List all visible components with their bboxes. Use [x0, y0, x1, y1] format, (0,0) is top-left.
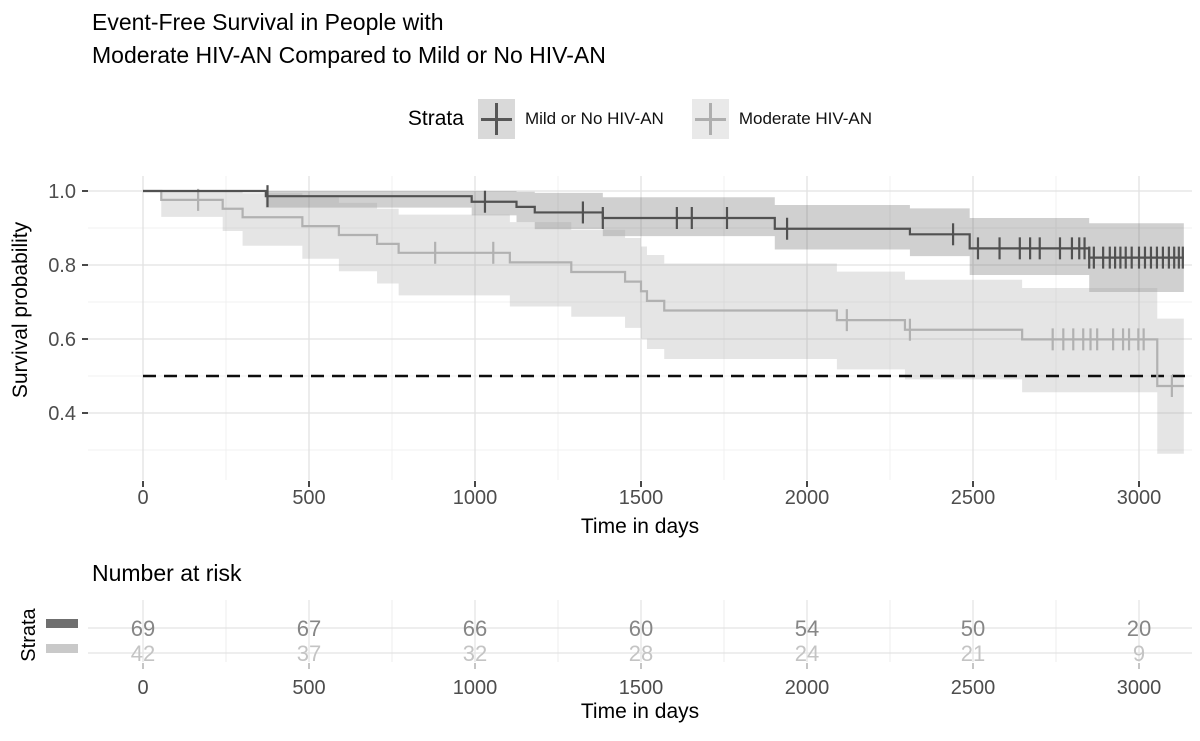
risk-strata-swatch [46, 619, 78, 628]
x-tick-label: 0 [137, 487, 148, 509]
legend-key-cross-icon [477, 99, 515, 139]
y-tick-label: 0.6 [48, 329, 76, 351]
x-tick-label: 2500 [951, 487, 996, 509]
confidence-band [143, 191, 1184, 454]
chart-title-line2: Moderate HIV-AN Compared to Mild or No H… [92, 42, 606, 68]
risk-count: 69 [131, 616, 155, 641]
risk-count: 24 [795, 641, 819, 666]
risk-x-tick-label: 500 [292, 677, 325, 699]
legend-item-moderate: Moderate HIV-AN [738, 109, 873, 128]
confidence-band [143, 191, 1184, 293]
cross-icon-bar [494, 103, 498, 135]
y-tick-label: 0.4 [48, 403, 76, 425]
x-tick-label: 500 [292, 487, 325, 509]
x-tick-label: 2000 [785, 487, 830, 509]
y-axis-title: Survival probability [9, 221, 32, 399]
risk-count: 37 [297, 641, 321, 666]
risk-x-tick-label: 1000 [453, 677, 498, 699]
x-axis-title: Time in days [580, 515, 700, 538]
x-tick-label: 1000 [453, 487, 498, 509]
cross-icon-bar [708, 103, 712, 135]
chart-title-line1: Event-Free Survival in People with [92, 9, 444, 35]
risk-count: 66 [463, 616, 487, 641]
risk-x-tick-label: 1500 [619, 677, 664, 699]
risk-count: 20 [1127, 616, 1151, 641]
risk-table-heading: Number at risk [92, 560, 242, 586]
risk-x-tick-label: 2500 [951, 677, 996, 699]
risk-count: 32 [463, 641, 487, 666]
legend-title: Strata [407, 107, 464, 130]
risk-count: 28 [629, 641, 653, 666]
risk-table-axis-label: Strata [18, 608, 40, 662]
risk-count: 67 [297, 616, 321, 641]
risk-count: 54 [795, 616, 819, 641]
risk-strata-swatch [46, 644, 78, 653]
risk-count: 9 [1133, 641, 1145, 666]
legend: Strata Mild or No HIV-AN Moderate HIV-AN [40, 98, 1200, 140]
risk-table-x-axis-title: Time in days [580, 700, 700, 723]
risk-x-tick-label: 0 [137, 677, 148, 699]
survival-curve [143, 189, 1184, 388]
risk-x-tick-label: 2000 [785, 677, 830, 699]
legend-key-cross-icon [691, 99, 729, 139]
risk-count: 21 [961, 641, 985, 666]
y-tick-label: 0.8 [48, 255, 76, 277]
x-tick-label: 1500 [619, 487, 664, 509]
risk-count: 50 [961, 616, 985, 641]
risk-count: 42 [131, 641, 155, 666]
risk-x-tick-label: 3000 [1117, 677, 1162, 699]
risk-count: 60 [629, 616, 653, 641]
x-tick-label: 3000 [1117, 487, 1162, 509]
chart-title: Event-Free Survival in People with Moder… [92, 6, 606, 72]
legend-item-mild: Mild or No HIV-AN [524, 109, 664, 128]
y-tick-label: 1.0 [48, 181, 76, 203]
